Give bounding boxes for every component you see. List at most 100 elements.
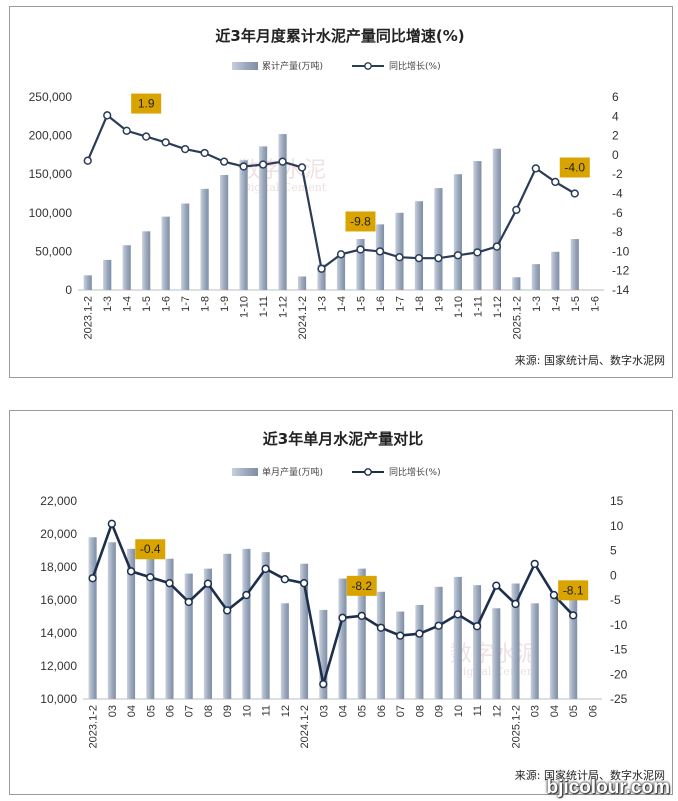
x-tick-label: 04 xyxy=(549,705,561,717)
bar-21 xyxy=(492,148,501,290)
annotation-box xyxy=(559,157,590,178)
growth-point-3 xyxy=(146,573,155,582)
bar-9 xyxy=(261,552,270,699)
annotation-box xyxy=(345,211,376,232)
legend-bar-swatch xyxy=(232,62,258,70)
x-tick-label: 1-3 xyxy=(531,296,543,312)
growth-point-17 xyxy=(414,254,424,263)
chart-title: 近3年单月水泥产量对比 xyxy=(263,430,423,448)
x-tick-label: 1-11 xyxy=(472,296,484,317)
x-tick-label: 1-10 xyxy=(453,296,465,318)
annotation-label: -4.0 xyxy=(564,161,585,175)
growth-point-5 xyxy=(184,597,193,607)
growth-point-1 xyxy=(107,519,116,528)
growth-point-8 xyxy=(242,590,251,600)
y-left-tick-label: 12,000 xyxy=(40,659,77,673)
growth-point-24 xyxy=(549,590,559,600)
growth-point-21 xyxy=(492,581,501,590)
bar-19 xyxy=(453,576,462,699)
y-left-tick-label: 250,000 xyxy=(29,90,73,104)
x-tick-label: 05 xyxy=(357,705,369,717)
growth-point-12 xyxy=(319,680,328,689)
bar-3 xyxy=(146,540,155,699)
annotation-label: 1.9 xyxy=(138,97,155,111)
growth-point-10 xyxy=(278,157,287,166)
growth-point-22 xyxy=(511,599,520,609)
growth-point-21 xyxy=(492,242,502,251)
x-tick-label: 09 xyxy=(434,705,446,717)
y-right-tick-label: 0 xyxy=(612,148,619,162)
growth-point-6 xyxy=(200,148,209,158)
legend-bar-label: 累计产量(万吨) xyxy=(262,60,323,72)
bar-7 xyxy=(223,553,232,699)
x-tick-label: 1-4 xyxy=(336,296,348,312)
growth-point-17 xyxy=(415,629,424,638)
x-tick-label: 1-9 xyxy=(433,296,445,312)
bar-17 xyxy=(414,201,424,290)
x-tick-label: 11 xyxy=(261,705,273,716)
growth-point-20 xyxy=(472,622,482,631)
annotation-label: -8.2 xyxy=(351,579,372,593)
x-tick-label: 1-3 xyxy=(102,296,114,312)
x-tick-label: 1-5 xyxy=(141,296,153,312)
growth-point-12 xyxy=(317,264,326,273)
y-left-tick-label: 22,000 xyxy=(40,494,77,508)
bar-9 xyxy=(258,146,268,290)
growth-point-2 xyxy=(122,126,131,135)
bar-4 xyxy=(165,558,174,699)
annotation-box xyxy=(346,575,377,596)
growth-point-25 xyxy=(570,189,579,198)
y-right-tick-label: -6 xyxy=(612,206,623,220)
annotation-box xyxy=(135,539,166,560)
x-tick-label: 05 xyxy=(145,705,157,717)
growth-line xyxy=(91,520,575,685)
growth-point-15 xyxy=(375,247,385,256)
bar-0 xyxy=(83,275,92,290)
growth-point-4 xyxy=(161,138,170,147)
bar-2 xyxy=(127,548,136,699)
bar-1 xyxy=(103,259,112,290)
bar-14 xyxy=(357,568,366,699)
y-left-tick-label: 14,000 xyxy=(40,626,77,640)
x-tick-label: 1-12 xyxy=(492,296,504,318)
site-watermark: bjicolour.com xyxy=(546,777,670,798)
legend-line-marker xyxy=(364,62,372,70)
x-tick-label: 04 xyxy=(126,705,138,717)
growth-point-14 xyxy=(356,245,365,254)
x-tick-label: 1-11 xyxy=(258,296,270,317)
bar-18 xyxy=(434,188,443,290)
x-tick-label: 03 xyxy=(318,705,330,717)
x-tick-label: 1-9 xyxy=(219,296,231,312)
growth-point-22 xyxy=(512,205,521,215)
x-tick-label: 10 xyxy=(241,705,253,717)
x-tick-label: 1-6 xyxy=(589,296,601,312)
y-right-tick-label: -25 xyxy=(610,692,628,706)
growth-point-11 xyxy=(299,579,309,588)
x-tick-label: 1-8 xyxy=(200,296,212,312)
growth-point-24 xyxy=(551,177,560,187)
growth-point-19 xyxy=(453,251,463,260)
x-tick-label: 2025.1-2 xyxy=(511,705,523,748)
y-right-tick-label: -2 xyxy=(612,167,623,181)
bar-19 xyxy=(453,174,462,290)
x-tick-label: 12 xyxy=(491,705,503,717)
growth-point-1 xyxy=(103,111,112,120)
bar-23 xyxy=(530,603,539,699)
y-right-tick-label: 4 xyxy=(612,109,619,123)
y-right-tick-label: 5 xyxy=(610,544,617,558)
bar-16 xyxy=(396,611,405,699)
bar-11 xyxy=(300,563,309,699)
x-tick-label: 05 xyxy=(568,705,580,717)
x-tick-label: 03 xyxy=(530,705,542,717)
y-left-tick-label: 10,000 xyxy=(40,692,77,706)
y-right-tick-label: 6 xyxy=(612,90,619,104)
x-tick-label: 03 xyxy=(107,705,119,717)
x-tick-label: 1-3 xyxy=(317,296,329,312)
x-tick-label: 1-8 xyxy=(414,296,426,312)
bar-8 xyxy=(239,160,248,290)
y-left-tick-label: 16,000 xyxy=(40,593,77,607)
growth-line xyxy=(86,113,576,271)
legend-bar-swatch xyxy=(232,468,258,476)
bar-12 xyxy=(319,609,328,699)
